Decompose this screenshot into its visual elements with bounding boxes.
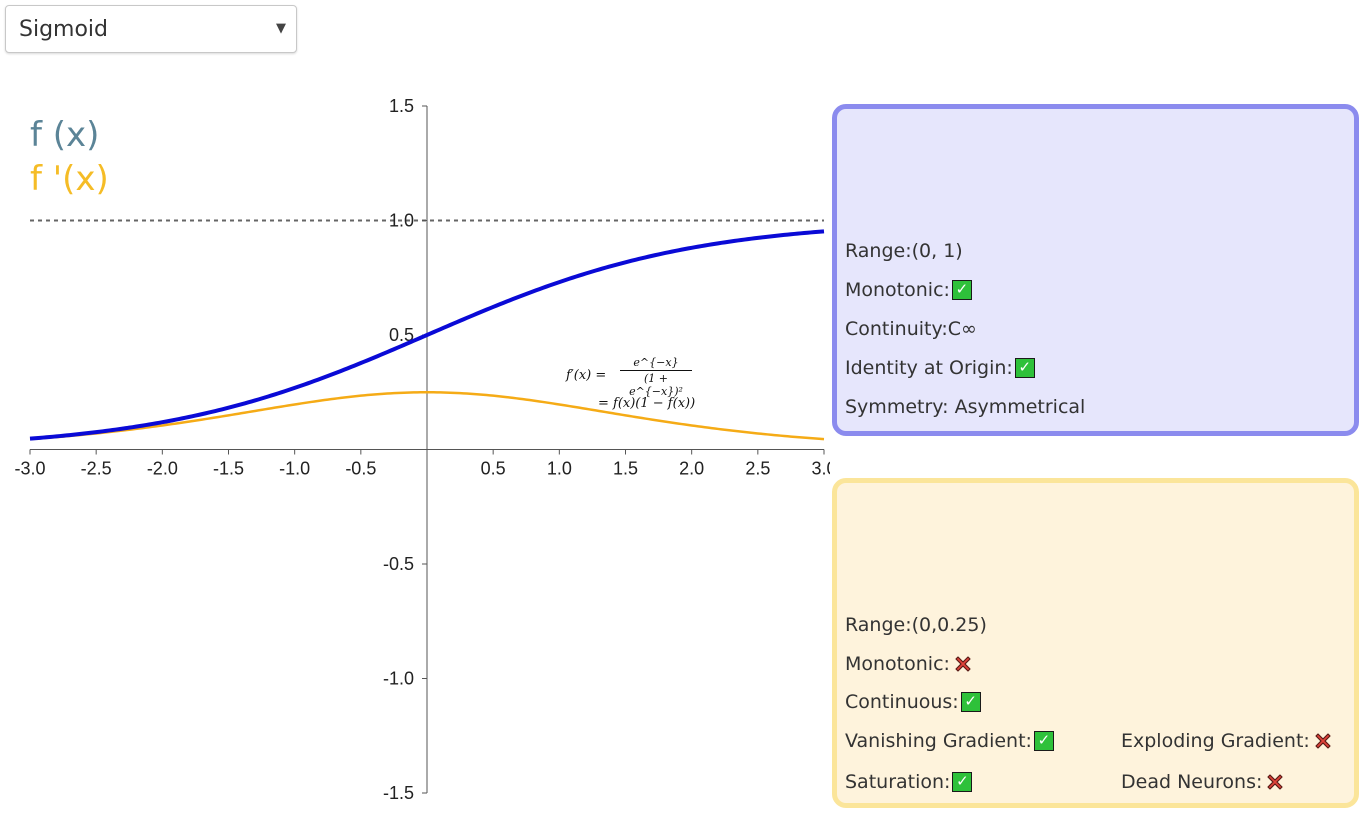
activation-function-select[interactable]: Sigmoid ▼ bbox=[5, 5, 297, 53]
x-tick-label: -3.0 bbox=[14, 459, 45, 479]
derivative-properties-panel: Range:(0,0.25) Monotonic: Continuous: ✓ … bbox=[832, 478, 1359, 808]
y-tick-label: -1.0 bbox=[383, 669, 414, 689]
x-tick-label: -2.0 bbox=[147, 459, 178, 479]
d-exploding: Exploding Gradient: bbox=[1121, 730, 1334, 752]
x-tick-label: -1.5 bbox=[213, 459, 244, 479]
y-tick-label: -0.5 bbox=[383, 554, 414, 574]
plot-axes bbox=[30, 106, 824, 793]
formula-fraction: e^{−x} (1 + e^{−x})² bbox=[620, 356, 692, 398]
plot-series bbox=[29, 229, 825, 441]
d-dead-neurons: Dead Neurons: bbox=[1121, 771, 1286, 793]
x-tick-label: 3.0 bbox=[811, 459, 830, 479]
x-tick-label: -1.0 bbox=[279, 459, 310, 479]
x-tick-label: 0.5 bbox=[481, 459, 506, 479]
legend-fprime: f '(x) bbox=[30, 159, 109, 199]
d-range-label: Range:(0,0.25) bbox=[845, 614, 987, 636]
formula-numerator: e^{−x} bbox=[620, 356, 692, 371]
fn-range: Range:(0, 1) bbox=[845, 240, 963, 262]
fn-monotonic-label: Monotonic: bbox=[845, 279, 950, 301]
y-tick-label: 1.5 bbox=[389, 96, 414, 116]
formula-line2: = f(x)(1 − f(x)) bbox=[598, 396, 696, 411]
d-dead-cross-icon bbox=[1264, 771, 1286, 793]
fn-identity-check-icon: ✓ bbox=[1014, 358, 1035, 378]
d-range: Range:(0,0.25) bbox=[845, 614, 987, 636]
d-exploding-cross-icon bbox=[1312, 730, 1334, 752]
d-vanishing-check-icon: ✓ bbox=[1033, 731, 1054, 751]
y-tick-label: 0.5 bbox=[389, 325, 414, 345]
y-tick-label: 1.0 bbox=[389, 211, 414, 231]
x-tick-label: 1.5 bbox=[613, 459, 638, 479]
fn-monotonic: Monotonic: ✓ bbox=[845, 279, 972, 301]
sigmoid_derivative-curve bbox=[29, 390, 825, 441]
d-vanishing-label: Vanishing Gradient: bbox=[845, 730, 1032, 752]
fn-identity: Identity at Origin: ✓ bbox=[845, 357, 1035, 379]
d-continuous-label: Continuous: bbox=[845, 691, 959, 713]
fn-identity-label: Identity at Origin: bbox=[845, 357, 1013, 379]
sigmoid-curve bbox=[29, 229, 825, 441]
d-saturation-check-icon: ✓ bbox=[952, 772, 973, 792]
d-continuous: Continuous: ✓ bbox=[845, 691, 981, 713]
d-monotonic: Monotonic: bbox=[845, 653, 974, 675]
d-continuous-check-icon: ✓ bbox=[960, 692, 981, 712]
y-tick-label: -1.5 bbox=[383, 783, 414, 803]
x-tick-label: 2.5 bbox=[745, 459, 770, 479]
formula-denominator: (1 + e^{−x})² bbox=[629, 372, 683, 398]
d-vanishing: Vanishing Gradient: ✓ bbox=[845, 730, 1054, 752]
d-saturation-label: Saturation: bbox=[845, 771, 951, 793]
fn-range-label: Range:(0, 1) bbox=[845, 240, 963, 262]
activation-plot: -3.0 -2.5 -2.0 -1.5 -1.0 -0.5 0.5 1.0 1.5 2.0 2.5 3… bbox=[14, 96, 830, 803]
plot-ticks: -3.0 -2.5 -2.0 -1.5 -1.0 -0.5 0.5 1.0 1.5 2.0 2.5 3… bbox=[14, 96, 830, 803]
fn-symmetry: Symmetry: Asymmetrical bbox=[845, 396, 1085, 418]
function-properties-panel: Range:(0, 1) Monotonic: ✓ Continuity:C∞ … bbox=[832, 104, 1359, 436]
d-saturation: Saturation: ✓ bbox=[845, 771, 973, 793]
d-dead-label: Dead Neurons: bbox=[1121, 771, 1263, 793]
fn-symmetry-label: Symmetry: Asymmetrical bbox=[845, 396, 1086, 418]
selected-activation: Sigmoid bbox=[19, 17, 109, 42]
fn-continuity: Continuity:C∞ bbox=[845, 318, 977, 340]
d-exploding-label: Exploding Gradient: bbox=[1121, 730, 1310, 752]
x-tick-label: -2.5 bbox=[81, 459, 112, 479]
x-tick-label: 2.0 bbox=[679, 459, 704, 479]
d-monotonic-label: Monotonic: bbox=[845, 653, 950, 675]
fn-monotonic-check-icon: ✓ bbox=[951, 280, 972, 300]
legend-fx: f (x) bbox=[30, 115, 100, 155]
x-tick-label: 1.0 bbox=[547, 459, 572, 479]
chevron-down-icon: ▼ bbox=[276, 21, 286, 36]
x-tick-label: -0.5 bbox=[345, 459, 376, 479]
formula-lhs: f′(x) = bbox=[566, 368, 607, 383]
fn-continuity-label: Continuity:C∞ bbox=[845, 318, 977, 340]
derivative-formula: f′(x) = e^{−x} (1 + e^{−x})² = f(x)(1 − … bbox=[566, 356, 736, 416]
d-monotonic-cross-icon bbox=[952, 653, 974, 675]
